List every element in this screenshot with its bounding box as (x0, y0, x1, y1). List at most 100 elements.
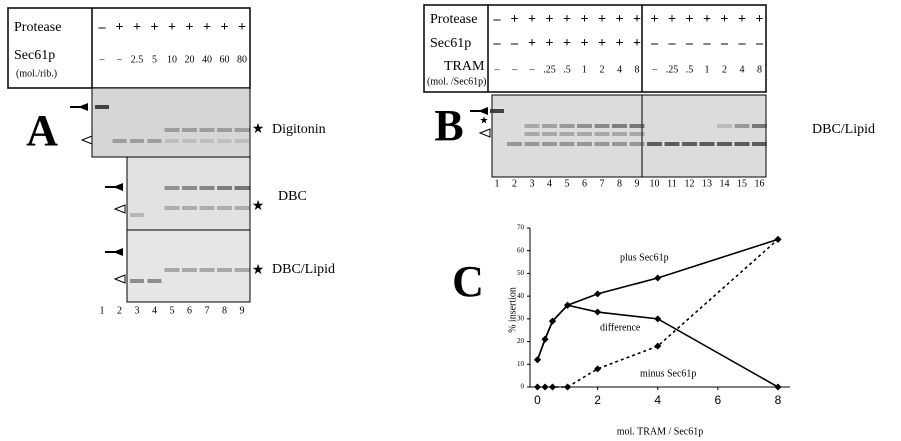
gel (91, 87, 251, 158)
data-point (654, 274, 662, 282)
gel (126, 156, 251, 231)
gel-band (164, 186, 180, 190)
protease-cell: + (511, 12, 519, 27)
lane-number: 1 (495, 178, 500, 189)
data-point (534, 383, 542, 391)
sec61p-cell: + (581, 36, 589, 51)
gel-band (182, 206, 197, 210)
gel-band (217, 268, 232, 272)
gel (126, 229, 251, 303)
gel-band (629, 142, 645, 146)
data-point (774, 383, 782, 391)
tram-cell: 1 (582, 64, 587, 75)
arrow (470, 107, 488, 115)
gel-band (664, 142, 680, 146)
lane-number: 6 (582, 178, 587, 189)
gel-band (629, 124, 645, 128)
gel-band (95, 105, 109, 109)
panel-letter: A (26, 106, 58, 155)
lane-number: 12 (685, 178, 695, 189)
star: ★ (252, 199, 265, 214)
lane-number: 6 (187, 305, 192, 316)
lane-number: 4 (152, 305, 157, 316)
lane-number: 3 (135, 305, 140, 316)
x-tick-label: 4 (654, 393, 661, 407)
y-tick-label: 40 (517, 292, 525, 300)
protease-cell: + (756, 12, 764, 27)
lane-number: 8 (222, 305, 227, 316)
lane-number: 15 (737, 178, 747, 189)
protease-cell: + (528, 12, 536, 27)
gel-band (234, 128, 250, 132)
series-label: minus Sec61p (640, 368, 696, 379)
sec61p-cell: – (738, 36, 747, 51)
gel-band (130, 279, 144, 283)
protease-cell: + (633, 12, 641, 27)
lane-number: 4 (547, 178, 552, 189)
row-label: Sec61p (14, 48, 55, 63)
lane-number: 5 (565, 178, 570, 189)
sec61p-cell: 40 (202, 54, 212, 65)
gel-band (182, 139, 197, 143)
x-tick-label: 8 (775, 393, 782, 407)
row-unit: (mol./rib.) (16, 68, 57, 79)
gel-band (199, 268, 215, 272)
gel-band (199, 186, 215, 190)
sec61p-cell: + (633, 36, 641, 51)
gel-band (147, 279, 162, 283)
gel-band (217, 206, 232, 210)
protease-cell: + (203, 20, 211, 35)
gel-band (234, 206, 250, 210)
protease-cell: + (546, 12, 554, 27)
lane-number: 7 (600, 178, 605, 189)
protease-cell: + (598, 12, 606, 27)
sec61p-cell: – (650, 36, 659, 51)
sec61p-cell: – (99, 54, 106, 65)
gel-band (734, 142, 750, 146)
gel-band (559, 132, 575, 136)
data-point (534, 356, 542, 364)
tram-cell: .25 (543, 64, 556, 75)
gel-band (752, 124, 767, 128)
protease-cell: + (651, 12, 659, 27)
gel-band (235, 139, 249, 143)
gel-label: DBC/Lipid (812, 122, 875, 137)
lane-number: 10 (650, 178, 660, 189)
data-point (594, 308, 602, 316)
y-tick-label: 20 (517, 337, 525, 345)
gel-band (594, 132, 610, 136)
gel-band (612, 132, 627, 136)
sec61p-cell: + (546, 36, 554, 51)
sec61p-cell: 10 (167, 54, 177, 65)
star: ★ (252, 263, 265, 278)
data-point (541, 335, 549, 343)
sec61p-cell: + (598, 36, 606, 51)
protease-cell: – (493, 12, 502, 27)
row-unit: (mol. /Sec61p) (427, 76, 486, 87)
star: ★ (252, 122, 265, 137)
gel-band (524, 132, 540, 136)
tram-cell: – (511, 64, 518, 75)
gel-band (147, 139, 162, 143)
gel-band (752, 142, 767, 146)
gel-band (699, 142, 715, 146)
tram-cell: – (494, 64, 501, 75)
tram-cell: 2 (722, 64, 727, 75)
gel-band (507, 142, 522, 146)
protease-cell: + (581, 12, 589, 27)
gel-band (199, 128, 215, 132)
series-label: difference (600, 322, 641, 333)
star: ★ (480, 115, 489, 126)
sec61p-cell: 2.5 (131, 54, 144, 65)
sec61p-cell: – (668, 36, 677, 51)
y-tick-label: 50 (517, 269, 525, 277)
gel-band (559, 142, 575, 146)
lane-number: 2 (117, 305, 122, 316)
sec61p-cell: – (703, 36, 712, 51)
series-label: plus Sec61p (620, 252, 669, 263)
row-label: Sec61p (430, 36, 471, 51)
gel-band (490, 109, 504, 113)
open-arrow (113, 204, 126, 214)
tram-cell: 4 (617, 64, 622, 75)
